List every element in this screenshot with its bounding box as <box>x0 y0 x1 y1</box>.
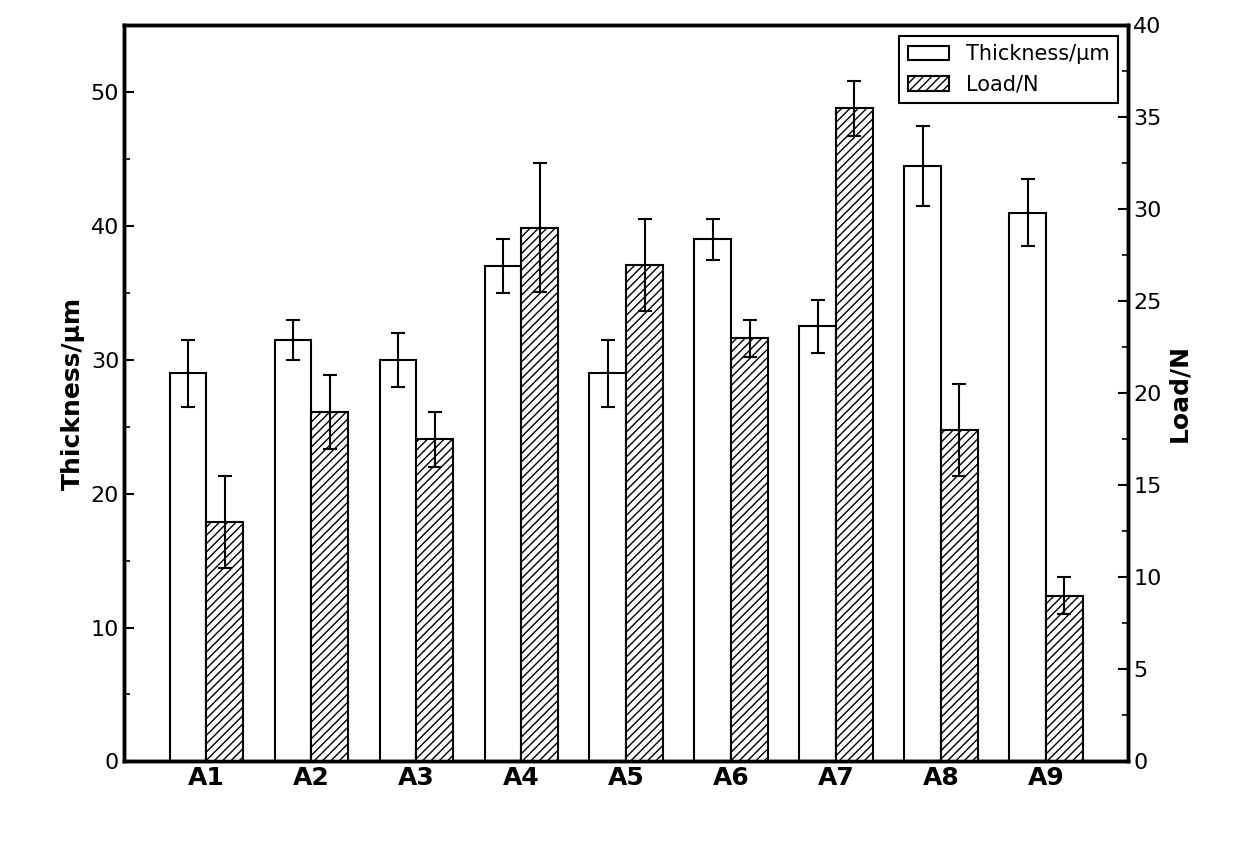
Bar <box>206 522 243 761</box>
Bar <box>1047 596 1083 761</box>
Y-axis label: Load/N: Load/N <box>1167 344 1192 442</box>
Bar <box>170 373 206 761</box>
Bar <box>836 108 873 761</box>
Bar <box>941 430 978 761</box>
Bar <box>274 340 311 761</box>
Bar <box>417 439 453 761</box>
Bar <box>1009 212 1047 761</box>
Bar <box>485 266 521 761</box>
Bar <box>732 338 768 761</box>
Bar <box>311 412 348 761</box>
Bar <box>521 228 558 761</box>
Legend: Thickness/μm, Load/N: Thickness/μm, Load/N <box>899 36 1118 103</box>
Bar <box>904 166 941 761</box>
Bar <box>800 327 836 761</box>
Bar <box>379 360 417 761</box>
Y-axis label: Thickness/μm: Thickness/μm <box>61 297 86 490</box>
Bar <box>589 373 626 761</box>
Bar <box>694 239 732 761</box>
Bar <box>626 265 663 761</box>
